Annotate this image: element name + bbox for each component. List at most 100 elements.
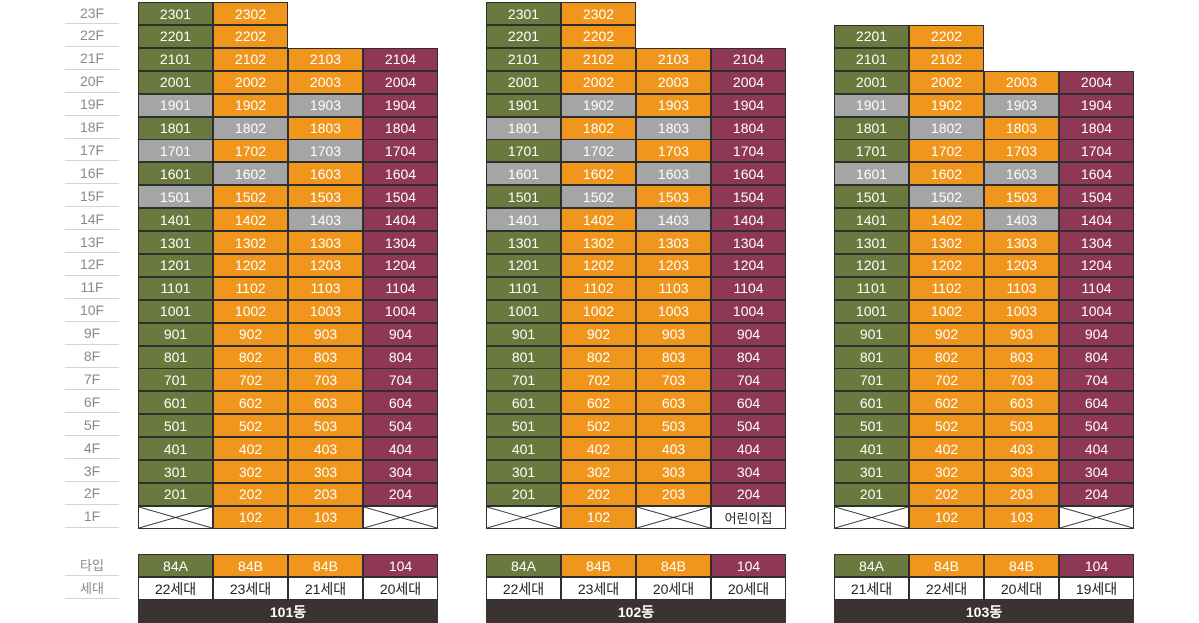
unit-701[interactable]: 701 [834, 368, 909, 392]
unit-301[interactable]: 301 [834, 460, 909, 483]
unit-1003[interactable]: 1003 [288, 299, 363, 323]
unit-1101[interactable]: 1101 [138, 276, 213, 300]
unit-601[interactable]: 601 [834, 391, 909, 415]
unit-304[interactable]: 304 [363, 460, 438, 483]
unit-2101[interactable]: 2101 [834, 47, 909, 71]
unit-1003[interactable]: 1003 [984, 299, 1059, 323]
unit-1703[interactable]: 1703 [636, 139, 711, 163]
unit-2101[interactable]: 2101 [486, 47, 561, 71]
unit-404[interactable]: 404 [711, 437, 786, 461]
unit-702[interactable]: 702 [213, 368, 288, 392]
unit-2102[interactable]: 2102 [213, 47, 288, 71]
unit-503[interactable]: 503 [636, 414, 711, 438]
unit-904[interactable]: 904 [711, 322, 786, 346]
unit-1904[interactable]: 1904 [711, 93, 786, 117]
unit-302[interactable]: 302 [909, 460, 984, 483]
unit-1701[interactable]: 1701 [138, 139, 213, 163]
unit-1603[interactable]: 1603 [984, 162, 1059, 186]
unit-1402[interactable]: 1402 [213, 208, 288, 232]
unit-1704[interactable]: 1704 [1059, 139, 1134, 163]
unit-2001[interactable]: 2001 [138, 70, 213, 94]
unit-1901[interactable]: 1901 [834, 93, 909, 117]
unit-801[interactable]: 801 [834, 345, 909, 369]
unit-1504[interactable]: 1504 [363, 185, 438, 209]
unit-1502[interactable]: 1502 [213, 185, 288, 209]
unit-1002[interactable]: 1002 [213, 299, 288, 323]
unit-902[interactable]: 902 [561, 322, 636, 346]
unit-1703[interactable]: 1703 [288, 139, 363, 163]
unit-1203[interactable]: 1203 [636, 253, 711, 277]
unit-2104[interactable]: 2104 [363, 47, 438, 71]
unit-402[interactable]: 402 [909, 437, 984, 461]
unit-803[interactable]: 803 [984, 345, 1059, 369]
unit-404[interactable]: 404 [1059, 437, 1134, 461]
unit-1103[interactable]: 1103 [288, 276, 363, 300]
unit-502[interactable]: 502 [561, 414, 636, 438]
unit-1601[interactable]: 1601 [138, 162, 213, 186]
unit-1902[interactable]: 1902 [213, 93, 288, 117]
unit-1102[interactable]: 1102 [213, 276, 288, 300]
unit-901[interactable]: 901 [138, 322, 213, 346]
unit-1404[interactable]: 1404 [363, 208, 438, 232]
unit-1302[interactable]: 1302 [561, 231, 636, 254]
unit-1904[interactable]: 1904 [363, 93, 438, 117]
unit-1302[interactable]: 1302 [909, 231, 984, 254]
unit-2302[interactable]: 2302 [213, 2, 288, 25]
unit-2201[interactable]: 2201 [138, 24, 213, 48]
unit-603[interactable]: 603 [288, 391, 363, 415]
unit-501[interactable]: 501 [138, 414, 213, 438]
unit-603[interactable]: 603 [636, 391, 711, 415]
unit-1204[interactable]: 1204 [363, 253, 438, 277]
unit-1004[interactable]: 1004 [363, 299, 438, 323]
unit-1501[interactable]: 1501 [486, 185, 561, 209]
unit-1602[interactable]: 1602 [561, 162, 636, 186]
unit-604[interactable]: 604 [1059, 391, 1134, 415]
unit-1303[interactable]: 1303 [984, 231, 1059, 254]
unit-201[interactable]: 201 [486, 482, 561, 506]
unit-1001[interactable]: 1001 [486, 299, 561, 323]
unit-502[interactable]: 502 [909, 414, 984, 438]
unit-1304[interactable]: 1304 [711, 231, 786, 254]
unit-2102[interactable]: 2102 [909, 47, 984, 71]
unit-102[interactable]: 102 [909, 505, 984, 529]
unit-503[interactable]: 503 [288, 414, 363, 438]
unit-1801[interactable]: 1801 [486, 116, 561, 140]
unit-504[interactable]: 504 [1059, 414, 1134, 438]
unit-2002[interactable]: 2002 [909, 70, 984, 94]
unit-1702[interactable]: 1702 [909, 139, 984, 163]
unit-1004[interactable]: 1004 [711, 299, 786, 323]
unit-504[interactable]: 504 [711, 414, 786, 438]
unit-1502[interactable]: 1502 [561, 185, 636, 209]
unit-1803[interactable]: 1803 [288, 116, 363, 140]
unit-1603[interactable]: 1603 [288, 162, 363, 186]
unit-2004[interactable]: 2004 [1059, 70, 1134, 94]
unit-102[interactable]: 102 [213, 505, 288, 529]
unit-2101[interactable]: 2101 [138, 47, 213, 71]
unit-1904[interactable]: 1904 [1059, 93, 1134, 117]
unit-1103[interactable]: 1103 [984, 276, 1059, 300]
unit-404[interactable]: 404 [363, 437, 438, 461]
unit-204[interactable]: 204 [1059, 482, 1134, 506]
unit-2003[interactable]: 2003 [288, 70, 363, 94]
unit-202[interactable]: 202 [561, 482, 636, 506]
unit-602[interactable]: 602 [213, 391, 288, 415]
unit-1903[interactable]: 1903 [636, 93, 711, 117]
unit-602[interactable]: 602 [561, 391, 636, 415]
unit-1302[interactable]: 1302 [213, 231, 288, 254]
unit-1402[interactable]: 1402 [561, 208, 636, 232]
unit-604[interactable]: 604 [363, 391, 438, 415]
unit-1704[interactable]: 1704 [711, 139, 786, 163]
unit-201[interactable]: 201 [834, 482, 909, 506]
unit-2102[interactable]: 2102 [561, 47, 636, 71]
unit-1804[interactable]: 1804 [363, 116, 438, 140]
unit-2001[interactable]: 2001 [834, 70, 909, 94]
unit-402[interactable]: 402 [561, 437, 636, 461]
unit-1301[interactable]: 1301 [138, 231, 213, 254]
unit-1202[interactable]: 1202 [909, 253, 984, 277]
unit-304[interactable]: 304 [1059, 460, 1134, 483]
unit-203[interactable]: 203 [636, 482, 711, 506]
daycare-unit[interactable]: 어린이집 [711, 505, 786, 529]
unit-401[interactable]: 401 [138, 437, 213, 461]
unit-303[interactable]: 303 [984, 460, 1059, 483]
unit-1401[interactable]: 1401 [486, 208, 561, 232]
